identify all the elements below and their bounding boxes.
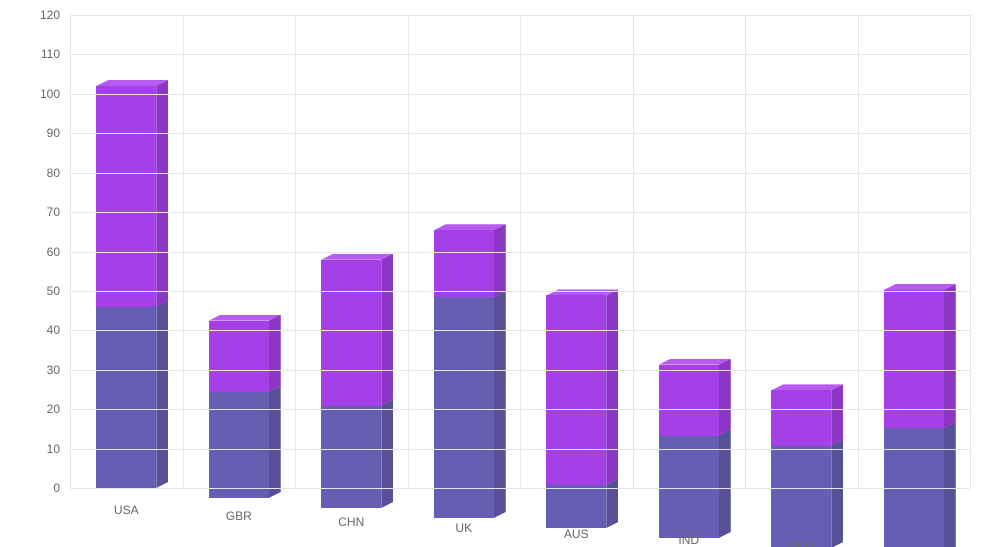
gridline-vertical	[745, 15, 746, 488]
bar-top-face	[434, 224, 506, 230]
bar-side-face	[494, 224, 506, 297]
y-tick-label: 30	[20, 363, 60, 377]
bar-series-b	[546, 295, 606, 484]
bar-series-b	[771, 390, 831, 445]
bar-series-b	[884, 290, 944, 428]
bar-top-face	[771, 384, 843, 390]
bar-series-a	[659, 436, 719, 538]
bar-top-face	[96, 80, 168, 86]
gridline-vertical	[970, 15, 971, 488]
bar-series-a	[209, 392, 269, 498]
x-tick-label: DEN	[789, 539, 814, 547]
y-tick-label: 10	[20, 442, 60, 456]
bar-side-face	[269, 315, 281, 392]
bar-series-a	[546, 485, 606, 528]
y-tick-label: 60	[20, 245, 60, 259]
bar-side-face	[944, 284, 956, 428]
x-tick-label: USA	[114, 503, 139, 517]
gridline-horizontal	[70, 488, 970, 489]
y-tick-label: 50	[20, 284, 60, 298]
bar-side-face	[156, 301, 168, 488]
gridline-vertical	[70, 15, 71, 488]
gridline-vertical	[295, 15, 296, 488]
bar-side-face	[944, 422, 956, 547]
bar-side-face	[269, 386, 281, 498]
x-tick-label: CHN	[338, 515, 364, 529]
bar-side-face	[494, 291, 506, 518]
x-tick-label: GBR	[226, 509, 252, 523]
bar-top-face	[659, 359, 731, 365]
bar-side-face	[831, 384, 843, 445]
y-tick-label: 100	[20, 87, 60, 101]
y-tick-label: 70	[20, 205, 60, 219]
bar-top-face	[884, 284, 956, 290]
y-tick-label: 80	[20, 166, 60, 180]
y-tick-label: 90	[20, 126, 60, 140]
bar-series-a	[771, 446, 831, 547]
stacked-3d-bar-chart: 0 10 20 30 40 50 60 70 80 90 100 110 120 USA GBR CHN UK…	[0, 0, 994, 547]
y-tick-label: 0	[20, 481, 60, 495]
gridline-vertical	[408, 15, 409, 488]
y-tick-label: 20	[20, 402, 60, 416]
bar-series-a	[321, 406, 381, 508]
x-tick-label: IND	[678, 533, 699, 547]
bar-top-face	[321, 254, 393, 260]
x-tick-label: AUS	[564, 527, 589, 541]
bar-series-b	[321, 260, 381, 406]
bar-side-face	[156, 80, 168, 307]
bar-series-b	[434, 230, 494, 297]
y-tick-label: 110	[20, 47, 60, 61]
bar-top-face	[209, 315, 281, 321]
y-tick-label: 40	[20, 323, 60, 337]
y-tick-label: 120	[20, 8, 60, 22]
gridline-vertical	[520, 15, 521, 488]
bar-side-face	[719, 430, 731, 538]
bar-series-b	[96, 86, 156, 307]
x-tick-label: UK	[455, 521, 472, 535]
gridline-vertical	[858, 15, 859, 488]
bar-side-face	[381, 400, 393, 508]
bar-side-face	[606, 479, 618, 528]
bar-series-b	[659, 365, 719, 436]
bar-side-face	[606, 289, 618, 484]
gridline-vertical	[633, 15, 634, 488]
bar-series-a	[96, 307, 156, 488]
gridline-vertical	[183, 15, 184, 488]
bar-side-face	[831, 440, 843, 547]
